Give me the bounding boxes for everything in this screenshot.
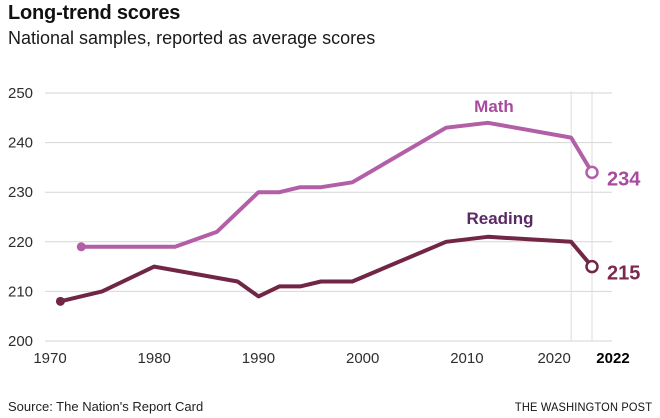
brand-wordmark: THE WASHINGTON POST (514, 400, 652, 414)
footer: Source: The Nation's Report Card THE WAS… (8, 399, 652, 414)
series-end-open-circle-reading (585, 259, 599, 274)
end-value-label-math: 234 (607, 168, 641, 190)
x-tick-label-1990: 1990 (242, 350, 275, 367)
y-tick-label-210: 210 (8, 283, 33, 300)
series-line-math (81, 120, 594, 249)
page-subtitle: National samples, reported as average sc… (8, 28, 376, 48)
series-start-dot-math (76, 242, 86, 252)
page-title: Long-trend scores (8, 2, 181, 24)
y-tick-label-240: 240 (8, 135, 33, 152)
series-start-dot-reading (55, 296, 65, 306)
series-end-open-circle-math (585, 165, 599, 180)
x-tick-label-1970: 1970 (33, 350, 66, 367)
x-tick-label-2022: 2022 (596, 350, 629, 367)
chart-header: Long-trend scores National samples, repo… (8, 0, 652, 50)
y-tick-label-250: 250 (8, 85, 33, 102)
x-tick-label-2010: 2010 (450, 350, 483, 367)
series-label-math: Math (474, 97, 514, 116)
y-tick-label-220: 220 (8, 234, 33, 251)
x-tick-label-2020: 2020 (537, 350, 570, 367)
y-tick-label-200: 200 (8, 333, 33, 350)
series-line-reading (59, 234, 594, 304)
x-tick-label-2000: 2000 (346, 350, 379, 367)
source-note: Source: The Nation's Report Card (8, 399, 204, 414)
series-label-reading: Reading (466, 209, 533, 228)
y-tick-label-230: 230 (8, 184, 33, 201)
x-tick-label-1980: 1980 (138, 350, 171, 367)
end-value-label-reading: 215 (607, 263, 640, 285)
